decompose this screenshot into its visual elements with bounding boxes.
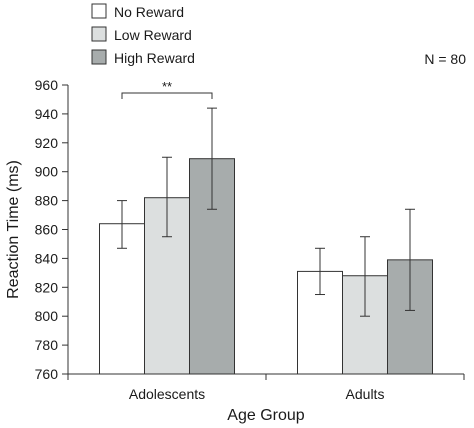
- y-tick-label: 960: [35, 77, 59, 93]
- legend-swatch: [91, 3, 107, 19]
- y-tick-label: 780: [35, 337, 59, 353]
- y-tick-label: 760: [35, 366, 59, 382]
- legend-label: Low Reward: [114, 27, 192, 43]
- legend-label: No Reward: [114, 4, 184, 20]
- significance-label: **: [162, 79, 172, 94]
- sample-size-label: N = 80: [424, 51, 466, 67]
- bar: [99, 223, 145, 375]
- y-axis-title: Reaction Time (ms): [5, 160, 22, 299]
- legend-label: High Reward: [114, 50, 195, 66]
- y-tick-label: 880: [35, 193, 59, 209]
- y-tick-label: 860: [35, 222, 59, 238]
- x-axis: Adolescents Adults: [67, 373, 465, 402]
- bars: [99, 107, 433, 375]
- legend-swatch: [91, 26, 107, 42]
- significance-bracket: **: [121, 79, 213, 99]
- significance-line: [121, 92, 213, 99]
- x-tick-label: Adolescents: [129, 386, 205, 402]
- y-tick-label: 900: [35, 164, 59, 180]
- x-axis-title: Age Group: [227, 407, 304, 424]
- y-tick-label: 820: [35, 279, 59, 295]
- y-tick-label: 840: [35, 250, 59, 266]
- legend: No Reward Low Reward High Reward: [91, 3, 195, 66]
- y-tick-label: 920: [35, 135, 59, 151]
- legend-swatch: [91, 49, 107, 65]
- x-tick-label: Adults: [346, 386, 385, 402]
- y-axis: 760 780 800 820 840 860 880 900 920 940 960: [35, 77, 69, 382]
- y-tick-label: 800: [35, 308, 59, 324]
- y-tick-label: 940: [35, 106, 59, 122]
